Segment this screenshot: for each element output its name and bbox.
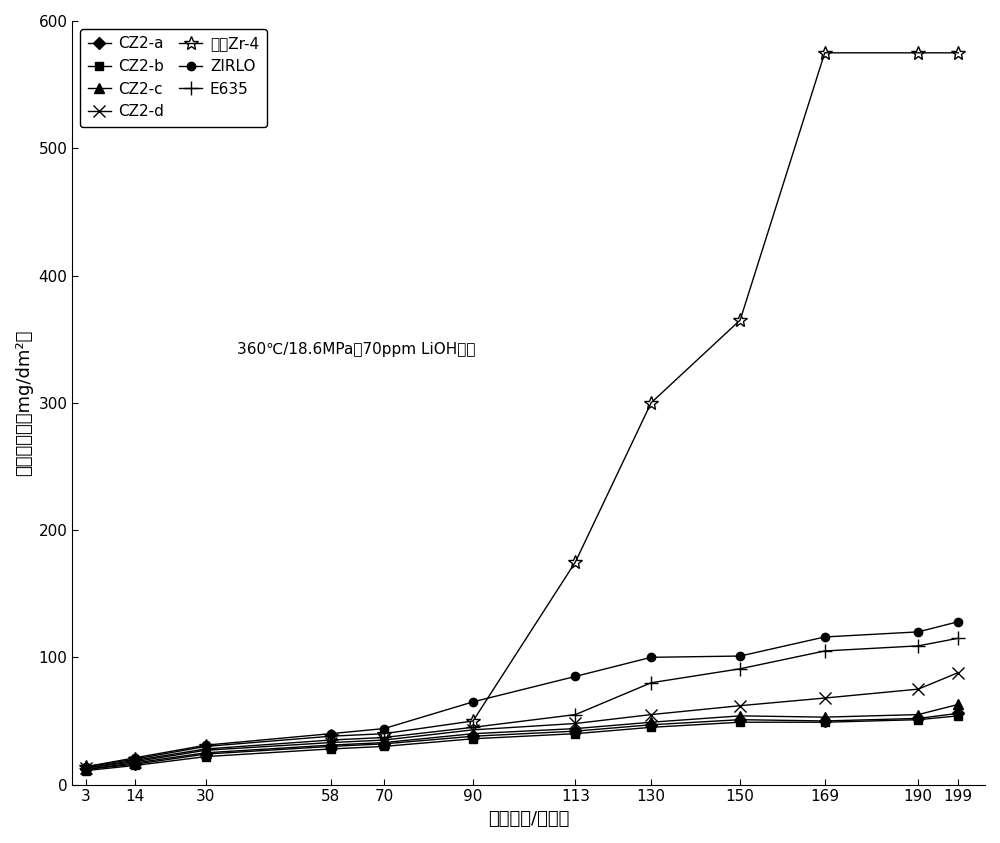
CZ2-a: [467, 731, 479, 741]
CZ2-c: [80, 765, 92, 775]
E635: [80, 763, 92, 773]
CZ2-a: [734, 715, 746, 725]
低锡Zr-4: [80, 762, 92, 772]
CZ2-a: [645, 720, 657, 730]
CZ2-b: [645, 722, 657, 733]
CZ2-a: [378, 738, 390, 749]
ZIRLO: [129, 753, 141, 763]
CZ2-a: [912, 713, 924, 723]
E635: [819, 646, 831, 656]
CZ2-a: [325, 741, 337, 751]
Y-axis label: 腐蚀增重／（mg/dm²）: 腐蚀增重／（mg/dm²）: [15, 330, 33, 476]
CZ2-b: [912, 715, 924, 725]
ZIRLO: [952, 616, 964, 626]
CZ2-c: [569, 723, 581, 733]
CZ2-a: [569, 726, 581, 736]
CZ2-a: [952, 708, 964, 718]
CZ2-b: [129, 760, 141, 771]
CZ2-a: [819, 716, 831, 726]
CZ2-c: [200, 748, 212, 758]
Line: CZ2-a: CZ2-a: [82, 709, 962, 774]
CZ2-c: [645, 717, 657, 728]
ZIRLO: [325, 728, 337, 738]
CZ2-c: [378, 738, 390, 748]
低锡Zr-4: [952, 48, 964, 58]
CZ2-d: [645, 710, 657, 720]
CZ2-c: [734, 711, 746, 721]
E635: [569, 710, 581, 720]
E635: [952, 633, 964, 643]
E635: [734, 663, 746, 674]
CZ2-b: [378, 741, 390, 751]
CZ2-b: [325, 744, 337, 754]
CZ2-c: [325, 740, 337, 750]
低锡Zr-4: [467, 716, 479, 726]
低锡Zr-4: [912, 48, 924, 58]
CZ2-a: [80, 765, 92, 775]
低锡Zr-4: [200, 741, 212, 751]
E635: [200, 744, 212, 754]
低锡Zr-4: [569, 557, 581, 567]
CZ2-b: [819, 717, 831, 728]
E635: [912, 641, 924, 651]
低锡Zr-4: [129, 754, 141, 765]
CZ2-c: [952, 700, 964, 710]
Line: CZ2-c: CZ2-c: [81, 700, 963, 774]
ZIRLO: [912, 627, 924, 637]
CZ2-a: [200, 749, 212, 759]
ZIRLO: [569, 671, 581, 681]
低锡Zr-4: [819, 48, 831, 58]
低锡Zr-4: [734, 315, 746, 325]
ZIRLO: [734, 651, 746, 661]
低锡Zr-4: [325, 731, 337, 741]
CZ2-b: [80, 765, 92, 776]
CZ2-d: [734, 701, 746, 711]
CZ2-d: [569, 718, 581, 728]
E635: [378, 733, 390, 743]
ZIRLO: [80, 762, 92, 772]
CZ2-b: [200, 751, 212, 761]
E635: [467, 722, 479, 733]
CZ2-d: [378, 735, 390, 745]
CZ2-b: [952, 711, 964, 721]
Legend: CZ2-a, CZ2-b, CZ2-c, CZ2-d, 低锡Zr-4, ZIRLO, E635: CZ2-a, CZ2-b, CZ2-c, CZ2-d, 低锡Zr-4, ZIRL…: [80, 29, 267, 126]
E635: [645, 678, 657, 688]
CZ2-d: [200, 745, 212, 755]
CZ2-d: [80, 763, 92, 773]
E635: [325, 735, 337, 745]
CZ2-c: [819, 712, 831, 722]
CZ2-c: [129, 758, 141, 768]
CZ2-d: [129, 757, 141, 767]
CZ2-c: [467, 728, 479, 738]
CZ2-a: [129, 760, 141, 770]
Line: E635: E635: [79, 631, 965, 775]
CZ2-d: [819, 693, 831, 703]
X-axis label: 腐蚀天数/（天）: 腐蚀天数/（天）: [488, 810, 569, 828]
ZIRLO: [819, 632, 831, 642]
ZIRLO: [200, 740, 212, 750]
CZ2-c: [912, 710, 924, 720]
低锡Zr-4: [645, 398, 657, 408]
CZ2-b: [734, 717, 746, 728]
CZ2-b: [467, 733, 479, 744]
CZ2-d: [325, 738, 337, 748]
ZIRLO: [378, 723, 390, 733]
Line: ZIRLO: ZIRLO: [82, 618, 962, 771]
E635: [129, 755, 141, 765]
CZ2-d: [467, 725, 479, 735]
低锡Zr-4: [378, 728, 390, 738]
CZ2-d: [912, 684, 924, 694]
CZ2-b: [569, 728, 581, 738]
Line: CZ2-b: CZ2-b: [82, 711, 962, 775]
ZIRLO: [467, 697, 479, 707]
Line: CZ2-d: CZ2-d: [80, 667, 964, 774]
Text: 360℃/18.6MPa，70ppm LiOH溶液: 360℃/18.6MPa，70ppm LiOH溶液: [237, 341, 475, 357]
Line: 低锡Zr-4: 低锡Zr-4: [79, 46, 965, 774]
ZIRLO: [645, 652, 657, 663]
CZ2-d: [952, 668, 964, 678]
